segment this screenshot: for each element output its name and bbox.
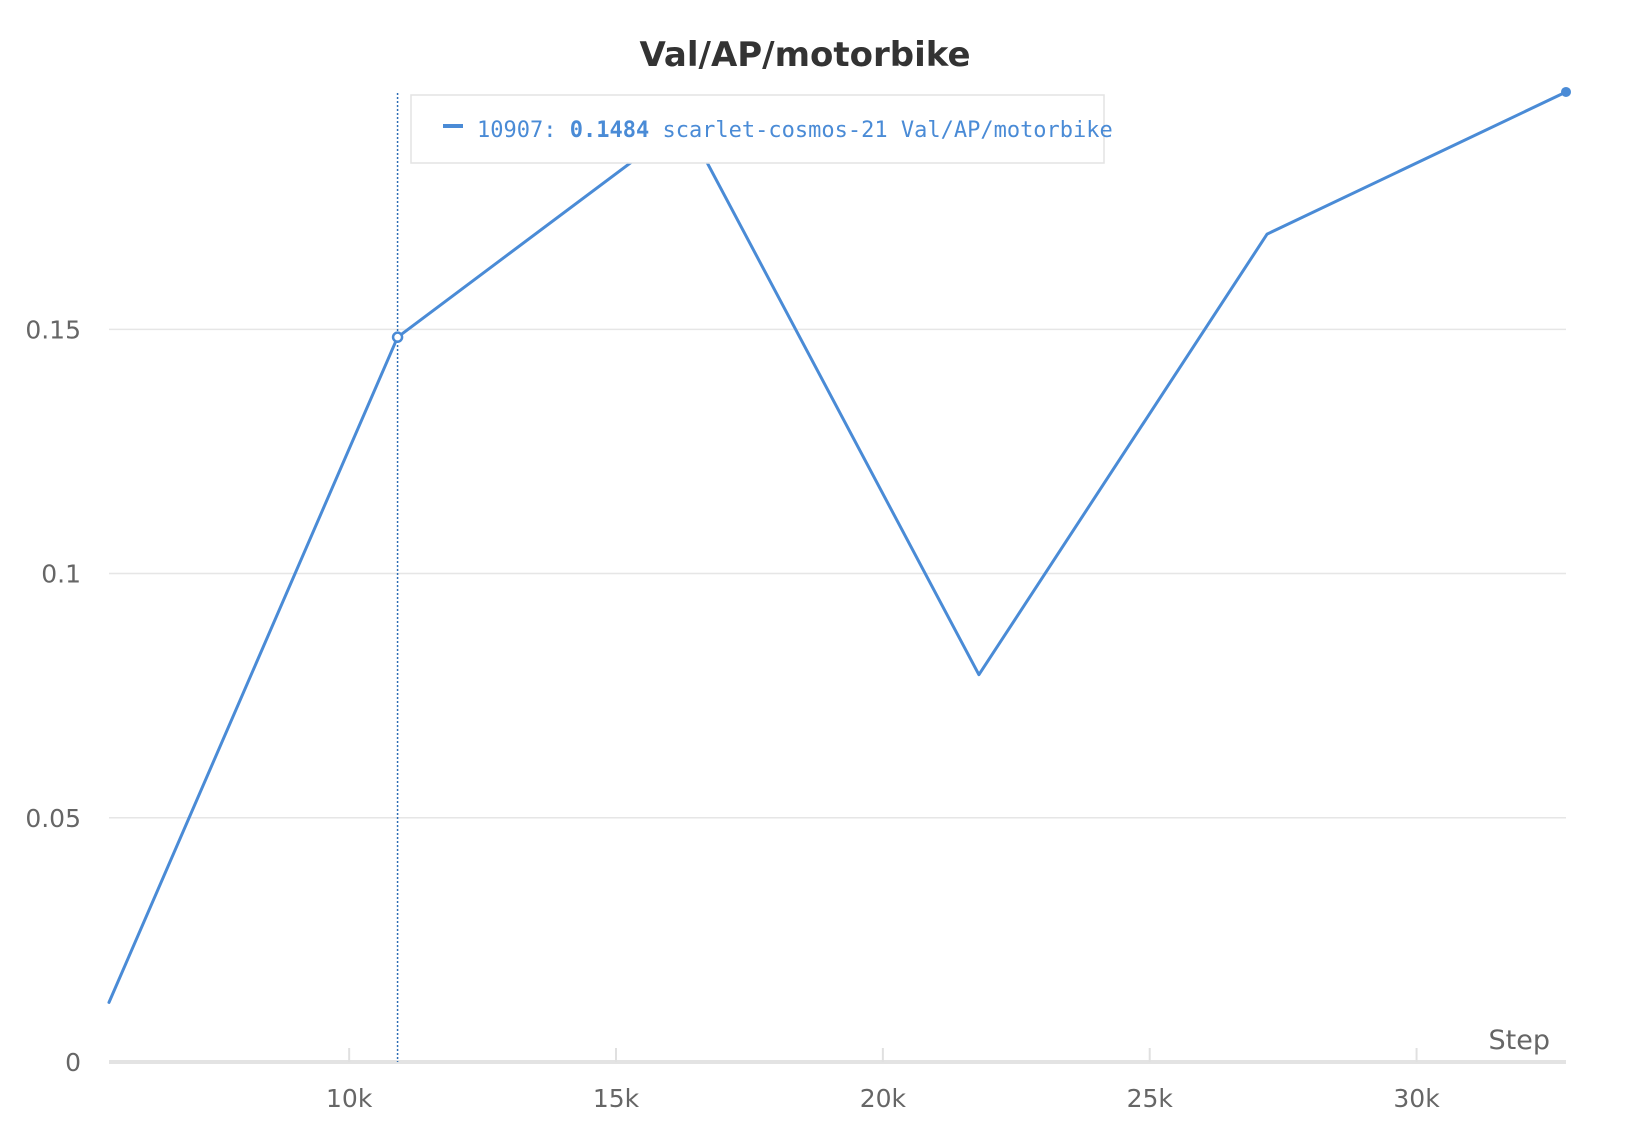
x-tick-label: 20k xyxy=(860,1084,907,1113)
hover-point xyxy=(391,331,404,343)
series-group[interactable] xyxy=(107,86,1571,1004)
tooltip-value: 0.1484 xyxy=(556,118,649,143)
x-tick-label: 10k xyxy=(326,1084,373,1113)
x-tick-label: 15k xyxy=(593,1084,640,1113)
series-end-point xyxy=(1561,86,1571,97)
series-line[interactable] xyxy=(107,90,1568,1004)
y-tick-label: 0.15 xyxy=(25,315,81,344)
y-tick-label: 0.1 xyxy=(41,560,81,589)
hover-indicator: 10907: 0.1484 scarlet-cosmos-21 Val/AP/m… xyxy=(391,93,1113,1062)
x-axis: 10k 15k 20k 25k 30k xyxy=(109,1048,1566,1113)
y-axis: 0 0.05 0.1 0.15 xyxy=(25,315,81,1077)
tooltip-series-name: scarlet-cosmos-21 Val/AP/motorbike xyxy=(649,118,1113,143)
hover-tooltip: 10907: 0.1484 scarlet-cosmos-21 Val/AP/m… xyxy=(410,94,1113,164)
y-tick-label: 0.05 xyxy=(25,804,81,833)
tooltip-text: 10907: 0.1484 scarlet-cosmos-21 Val/AP/m… xyxy=(477,118,1113,143)
chart-title: Val/AP/motorbike xyxy=(639,35,970,75)
y-tick-label: 0 xyxy=(65,1048,81,1077)
grid-lines xyxy=(109,328,1566,819)
x-tick-label: 30k xyxy=(1393,1084,1440,1113)
tooltip-step: 10907: xyxy=(477,118,556,143)
x-tick-label: 25k xyxy=(1127,1084,1174,1113)
tooltip-box xyxy=(410,94,1105,164)
x-axis-label: Step xyxy=(1489,1025,1550,1056)
